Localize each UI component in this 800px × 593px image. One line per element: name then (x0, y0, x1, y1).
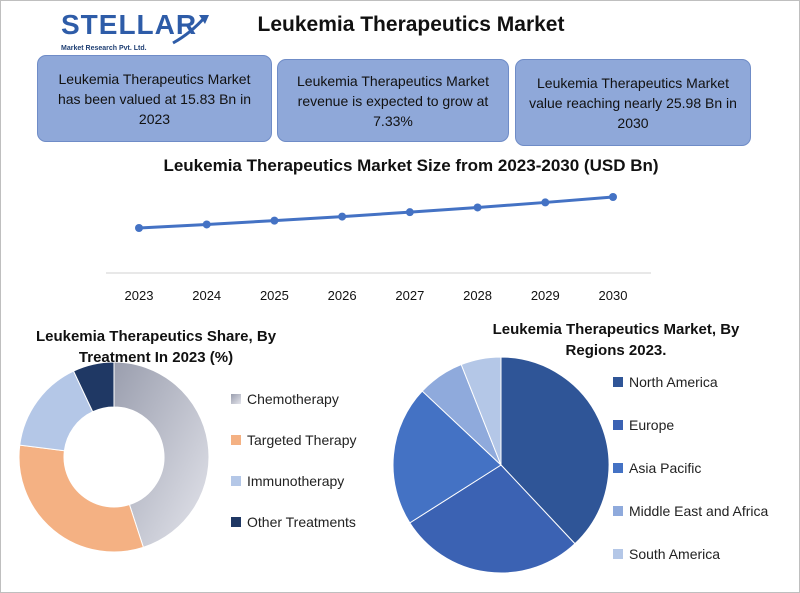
legend-swatch (613, 420, 623, 430)
legend-item-europe: Europe (613, 417, 674, 433)
x-tick-2026: 2026 (327, 288, 357, 303)
stellar-logo: STELLAR Market Research Pvt. Ltd. (59, 9, 209, 57)
legend-item-asia-pacific: Asia Pacific (613, 460, 701, 476)
donut-slice-other-treatments (72, 361, 115, 413)
legend-swatch (231, 517, 241, 527)
legend-label: Immunotherapy (247, 473, 345, 489)
legend-item-other-treatments: Other Treatments (231, 514, 356, 530)
stat-box-growth: Leukemia Therapeutics Market revenue is … (277, 59, 509, 142)
treatment-chart-title: Leukemia Therapeutics Share, By Treatmen… (35, 328, 277, 366)
stat-forecast-text: Leukemia Therapeutics Market value reach… (529, 74, 737, 131)
legend-item-chemotherapy: Chemotherapy (231, 391, 339, 407)
stat-growth-text: Leukemia Therapeutics Market revenue is … (297, 72, 489, 129)
legend-item-targeted-therapy: Targeted Therapy (231, 432, 356, 448)
pie-slice-south-america (460, 356, 502, 466)
logo-swoosh-icon (172, 15, 209, 45)
line-point-2025 (270, 216, 279, 225)
x-tick-2024: 2024 (192, 288, 222, 303)
x-tick-2029: 2029 (530, 288, 560, 303)
stat-box-forecast: Leukemia Therapeutics Market value reach… (515, 59, 751, 146)
line-point-2030 (609, 193, 617, 201)
donut-slice-chemotherapy (113, 361, 210, 548)
legend-item-south-america: South America (613, 546, 720, 562)
stat-box-valued: Leukemia Therapeutics Market has been va… (37, 55, 272, 142)
legend-label: South America (629, 546, 721, 562)
line-point-2029 (541, 198, 550, 207)
page-title: Leukemia Therapeutics Market (257, 13, 565, 36)
donut-slice-targeted-therapy (18, 444, 144, 553)
region-chart-title: Leukemia Therapeutics Market, By Regions… (492, 321, 740, 359)
legend-swatch (231, 435, 241, 445)
legend-swatch (613, 549, 623, 559)
x-tick-2025: 2025 (259, 288, 289, 303)
line-point-2028 (473, 203, 482, 212)
legend-label: North America (629, 374, 718, 390)
pie-slice-asia-pacific (392, 390, 502, 524)
x-tick-2028: 2028 (463, 288, 493, 303)
logo-tagline: Market Research Pvt. Ltd. (61, 45, 147, 52)
legend-label: Asia Pacific (629, 460, 702, 476)
legend-swatch (231, 476, 241, 486)
x-tick-2027: 2027 (395, 288, 425, 303)
line-point-2026 (338, 212, 347, 221)
legend-item-middle-east-and-africa: Middle East and Africa (613, 503, 768, 519)
legend-swatch (613, 506, 623, 516)
legend-label: Other Treatments (247, 514, 356, 530)
pie-slice-europe (409, 464, 576, 574)
legend-label: Europe (629, 417, 675, 433)
legend-label: Chemotherapy (247, 391, 339, 407)
line-chart-title: Leukemia Therapeutics Market Size from 2… (163, 156, 659, 175)
legend-swatch (231, 394, 241, 404)
line-point-2027 (405, 208, 414, 217)
legend-swatch (613, 377, 623, 387)
legend-item-north-america: North America (613, 374, 718, 390)
line-series (138, 195, 614, 230)
stat-valued-text: Leukemia Therapeutics Market has been va… (57, 70, 252, 127)
line-point-2024 (202, 220, 211, 229)
x-tick-2030: 2030 (598, 288, 628, 303)
x-tick-2023: 2023 (124, 288, 154, 303)
line-point-2023 (135, 224, 143, 232)
legend-item-immunotherapy: Immunotherapy (231, 473, 344, 489)
pie-slice-north-america (500, 356, 610, 545)
legend-label: Targeted Therapy (247, 432, 357, 448)
logo-wordmark: STELLAR (61, 9, 198, 40)
legend-swatch (613, 463, 623, 473)
legend-label: Middle East and Africa (629, 503, 769, 519)
